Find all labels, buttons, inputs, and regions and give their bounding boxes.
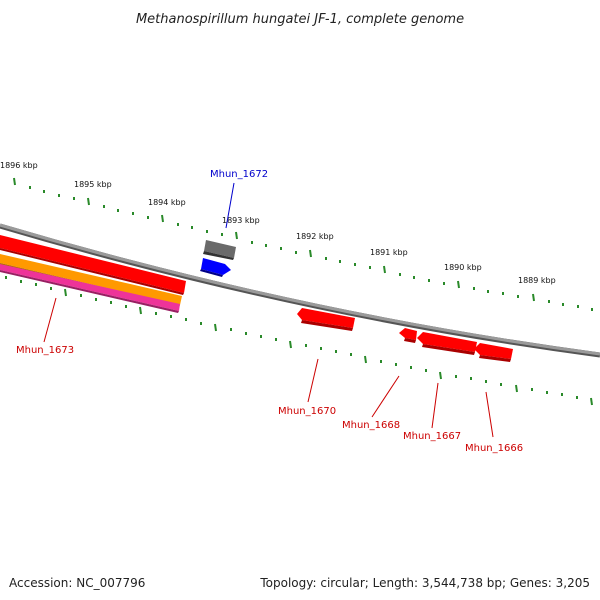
ruler-major-tick	[235, 231, 238, 240]
ruler-major-tick	[289, 340, 292, 349]
outer-ruler-ticks	[13, 177, 535, 302]
ruler-label: 1896 kbp	[0, 161, 38, 170]
ruler-major-tick	[590, 397, 593, 406]
outer-ruler-dots	[29, 186, 593, 311]
feature-tracks	[0, 235, 186, 313]
inner-ruler-ticks	[64, 288, 593, 406]
gene-label[interactable]: Mhun_1667	[403, 431, 461, 442]
ruler-major-tick	[161, 214, 164, 223]
leader-mhun-1667	[431, 382, 439, 429]
ruler-major-tick	[139, 306, 142, 315]
ruler-label: 1895 kbp	[74, 180, 112, 189]
ruler-major-tick	[439, 371, 442, 380]
ruler-label: 1891 kbp	[370, 248, 408, 257]
map-title: Methanospirillum hungatei JF-1, complete…	[136, 12, 464, 27]
gene-label[interactable]: Mhun_1670	[278, 406, 336, 417]
accession-text: Accession: NC_007796	[9, 576, 145, 590]
ruler-major-tick	[364, 355, 367, 364]
inner-ruler-dots	[5, 276, 578, 399]
gene-mhun-1667[interactable]	[417, 332, 477, 355]
ruler-major-tick	[214, 323, 217, 332]
gene-label[interactable]: Mhun_1666	[465, 443, 523, 454]
ruler-label: 1890 kbp	[444, 263, 482, 272]
gene-label[interactable]: Mhun_1673	[16, 345, 74, 356]
ruler-major-tick	[532, 293, 535, 302]
gray-feature[interactable]	[203, 240, 236, 260]
leader-mhun-1670	[307, 358, 319, 403]
label-leaders	[43, 182, 494, 438]
gene-mhun-1672[interactable]	[200, 258, 231, 277]
gene-label[interactable]: Mhun_1668	[342, 420, 400, 431]
ruler-major-tick	[87, 197, 90, 206]
ruler-label: 1892 kbp	[296, 232, 334, 241]
topology-text: Topology: circular; Length: 3,544,738 bp…	[259, 576, 590, 590]
leader-mhun-1673	[43, 297, 57, 343]
ruler-label: 1894 kbp	[148, 198, 186, 207]
leader-mhun-1666	[485, 391, 494, 438]
ruler-label: 1893 kbp	[222, 216, 260, 225]
leader-mhun-1668	[371, 375, 400, 418]
gene-labels: Mhun_1672 Mhun_1673 Mhun_1670 Mhun_1668 …	[16, 169, 523, 454]
ruler-major-tick	[457, 280, 460, 289]
ruler-label: 1889 kbp	[518, 276, 556, 285]
genome-backbone	[0, 223, 600, 356]
leader-mhun-1672	[225, 182, 235, 229]
ruler-labels: 1896 kbp 1895 kbp 1894 kbp 1893 kbp 1892…	[0, 161, 556, 285]
ruler-major-tick	[383, 265, 386, 274]
gene-mhun-1666[interactable]	[474, 343, 513, 362]
ruler-major-tick	[13, 177, 16, 186]
ruler-major-tick	[515, 384, 518, 393]
orange-track	[0, 254, 182, 305]
gene-mhun-1670[interactable]	[297, 308, 355, 331]
ruler-major-tick	[64, 288, 67, 297]
gene-mhun-1668[interactable]	[399, 328, 417, 343]
pink-track	[0, 264, 180, 311]
gene-label[interactable]: Mhun_1672	[210, 169, 268, 180]
ruler-major-tick	[309, 249, 312, 258]
gene-mhun-1673[interactable]	[0, 235, 186, 293]
